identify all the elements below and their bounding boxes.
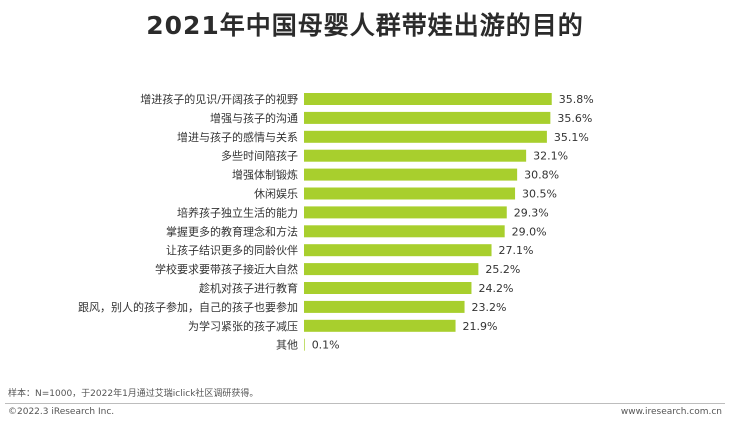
bar	[304, 130, 547, 143]
category-label: 为学习紧张的孩子减压	[188, 319, 298, 333]
bar	[304, 244, 492, 257]
value-label: 35.1%	[554, 131, 589, 144]
sample-note: 样本：N=1000，于2022年1月通过艾瑞iclick社区调研获得。	[8, 389, 259, 399]
chart-title: 2021年中国母婴人群带娃出游的目的	[146, 11, 584, 40]
category-label: 趁机对孩子进行教育	[199, 281, 298, 295]
category-label: 增强体制锻炼	[232, 168, 298, 182]
bar	[304, 263, 479, 276]
value-label: 29.3%	[514, 206, 549, 219]
category-label: 跟风，别人的孩子参加，自己的孩子也要参加	[78, 300, 298, 314]
value-label: 0.1%	[312, 339, 340, 352]
value-label: 32.1%	[533, 150, 568, 163]
category-label: 其他	[276, 339, 298, 352]
footer-divider	[5, 403, 725, 404]
value-label: 35.6%	[557, 112, 592, 125]
category-label: 让孩子结识更多的同龄伙伴	[166, 243, 298, 257]
value-label: 24.2%	[478, 282, 513, 295]
bar-chart: 增进孩子的见识/开阔孩子的视野 35.8% 增强与孩子的沟通 35.6% 增进与孩子的感…	[78, 92, 594, 352]
value-label: 23.2%	[472, 301, 507, 314]
bar	[304, 168, 518, 181]
bar	[304, 338, 305, 351]
bar	[304, 93, 552, 105]
category-label: 增进孩子的见识/开阔孩子的视野	[140, 92, 298, 106]
bar	[304, 206, 507, 219]
bar	[304, 300, 465, 313]
value-label: 35.8%	[559, 93, 594, 106]
bar	[304, 319, 456, 332]
value-label: 25.2%	[485, 263, 520, 276]
category-label: 掌握更多的教育理念和方法	[166, 224, 298, 238]
category-label: 培养孩子独立生活的能力	[177, 205, 298, 219]
value-label: 21.9%	[463, 320, 498, 333]
category-label: 休闲娱乐	[254, 187, 298, 201]
value-label: 29.0%	[512, 225, 547, 238]
category-label: 多些时间陪孩子	[221, 149, 298, 163]
copyright-text: ©2022.3 iResearch Inc.	[8, 407, 115, 417]
bar	[304, 111, 551, 124]
category-label: 增进与孩子的感情与关系	[177, 130, 298, 144]
value-label: 30.8%	[524, 169, 559, 182]
bar	[304, 149, 527, 162]
value-label: 27.1%	[499, 244, 534, 257]
bar	[304, 282, 472, 294]
category-label: 增强与孩子的沟通	[210, 111, 298, 125]
bar	[304, 187, 516, 200]
bar	[304, 225, 505, 238]
category-label: 学校要求要带孩子接近大自然	[155, 262, 298, 276]
value-label: 30.5%	[522, 188, 557, 201]
website-link[interactable]: www.iresearch.com.cn	[620, 407, 722, 417]
